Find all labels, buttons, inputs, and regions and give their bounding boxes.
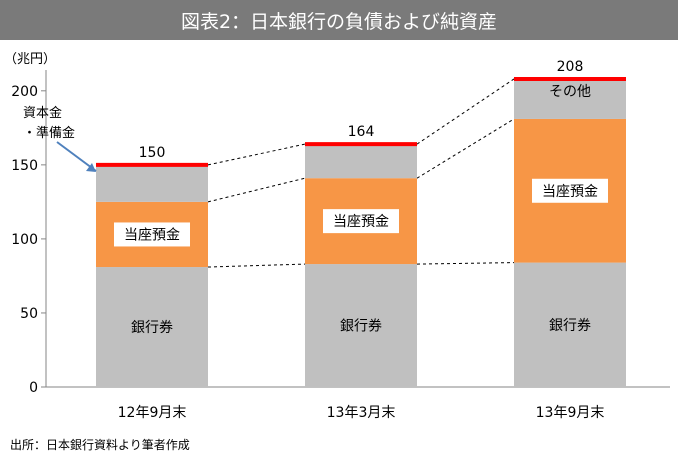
annotation-arrowhead bbox=[86, 163, 96, 172]
connector-line bbox=[207, 263, 306, 268]
annotation-line-2: ・準備金 bbox=[23, 125, 75, 141]
segment-label: 当座預金 bbox=[542, 184, 598, 200]
total-value-label: 208 bbox=[557, 59, 584, 75]
capital-reserve-annotation: 資本金 ・準備金 bbox=[23, 105, 97, 172]
segment-label: 当座預金 bbox=[333, 214, 389, 230]
x-category-label: 13年3月末 bbox=[327, 405, 396, 421]
connector-line bbox=[416, 78, 515, 145]
segment-label: 銀行券 bbox=[549, 318, 591, 334]
connector-lines bbox=[207, 78, 515, 268]
segment-label-box bbox=[323, 209, 399, 234]
segment-label: 銀行券 bbox=[340, 319, 382, 335]
y-axis-unit-label: （兆円） bbox=[4, 52, 56, 67]
chart-axes: 0 50 100 150 200 12年9月末 13年3月末 13年9月末 bbox=[11, 70, 670, 421]
segment-label: その他 bbox=[549, 84, 591, 100]
bar-segment bbox=[514, 262, 626, 387]
total-value-label: 164 bbox=[348, 124, 375, 140]
segment-label-box bbox=[114, 222, 190, 247]
bar-segment bbox=[514, 78, 626, 119]
connector-line bbox=[207, 143, 306, 166]
y-tick-label: 200 bbox=[11, 84, 38, 100]
bar-segment bbox=[96, 267, 208, 387]
y-tick-label: 50 bbox=[20, 306, 38, 322]
total-value-label: 150 bbox=[139, 145, 166, 161]
bar-segment bbox=[96, 164, 208, 202]
segment-label: 当座預金 bbox=[124, 227, 180, 243]
data-labels: 銀行券 当座預金 150 銀行券 当座預金 164 銀行券 当座預金 その他 208 bbox=[114, 59, 608, 336]
bar-segment bbox=[305, 264, 417, 387]
y-tick-label: 100 bbox=[11, 232, 38, 248]
x-category-label: 12年9月末 bbox=[118, 405, 187, 421]
annotation-line-1: 資本金 bbox=[23, 105, 62, 121]
annotation-arrow bbox=[56, 141, 97, 172]
y-tick-label: 0 bbox=[29, 380, 38, 396]
stacked-bar-chart: （兆円） 0 50 100 150 200 12年9月末 13年3月末 13年9月末 銀行券 当… bbox=[4, 52, 670, 421]
x-category-label: 13年9月末 bbox=[536, 405, 605, 421]
connector-line bbox=[416, 262, 515, 265]
bar-segment bbox=[305, 144, 417, 179]
connector-line bbox=[416, 118, 515, 179]
segment-label-box bbox=[532, 178, 608, 203]
y-tick-label: 150 bbox=[11, 158, 38, 174]
connector-line bbox=[207, 177, 306, 203]
chart-title: 図表2：日本銀行の負債および純資産 bbox=[0, 0, 678, 40]
segment-label: 銀行券 bbox=[131, 320, 173, 336]
source-note: 出所：日本銀行資料より筆者作成 bbox=[10, 438, 190, 452]
